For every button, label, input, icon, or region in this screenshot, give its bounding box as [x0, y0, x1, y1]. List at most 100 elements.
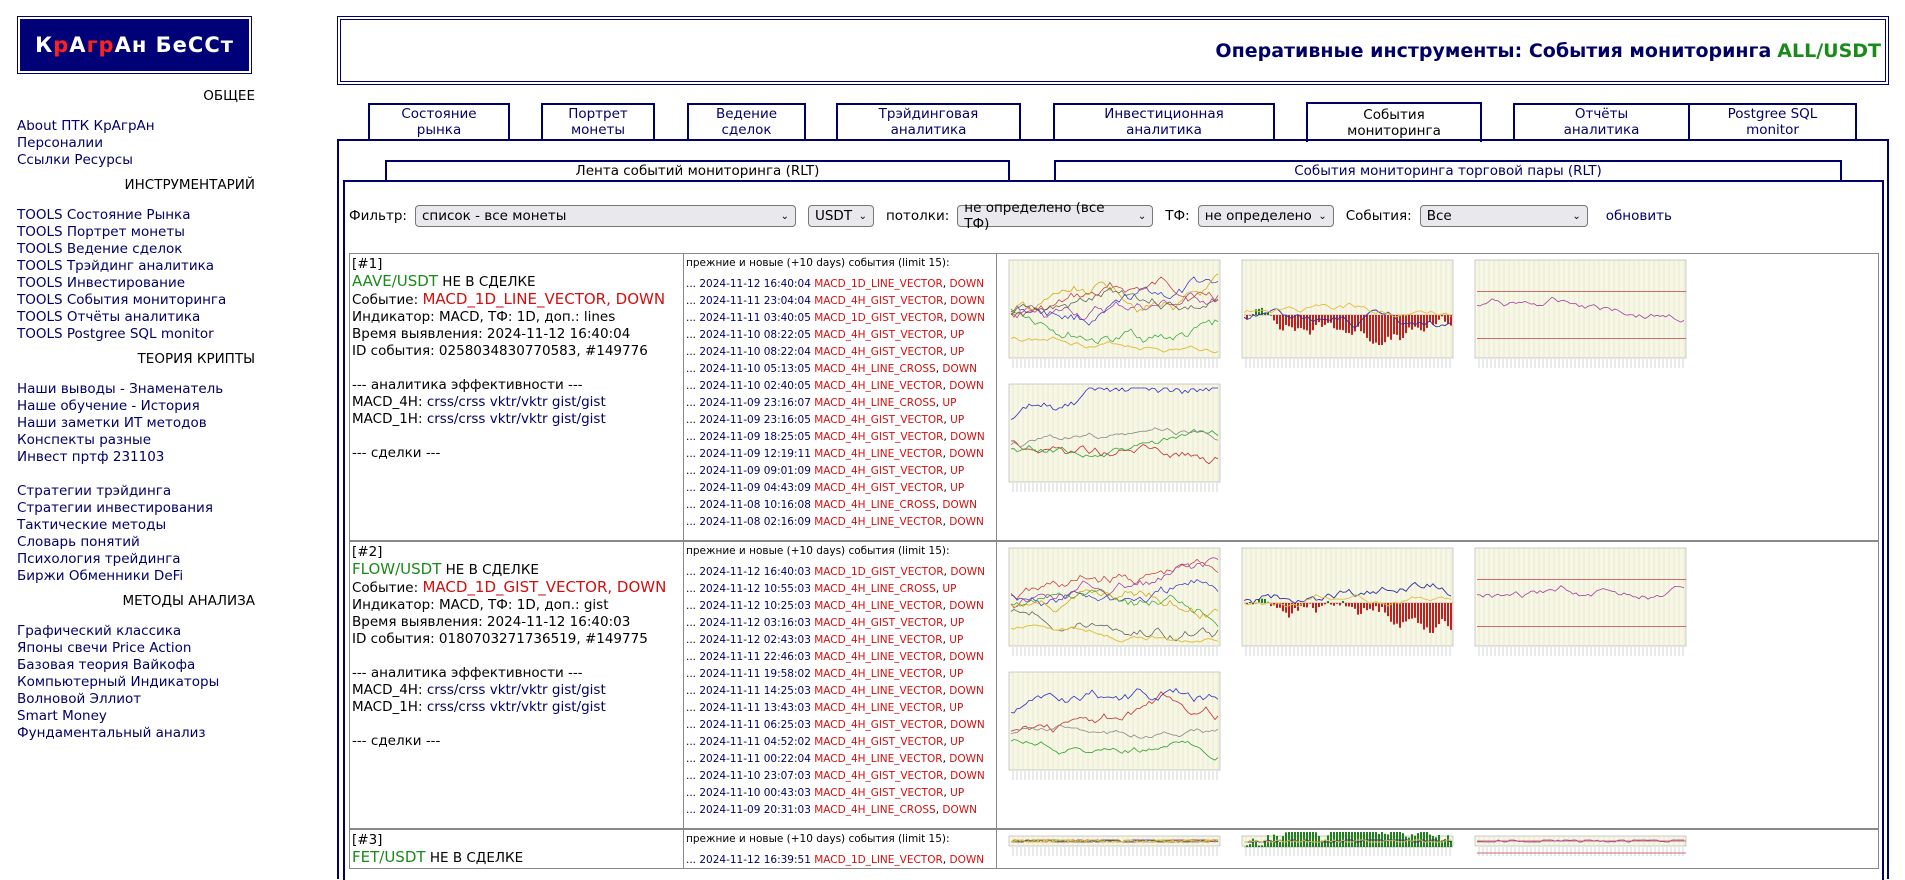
event-list-item[interactable]: ... 2024-11-12 10:55:03 MACD_4H_LINE_CRO… — [686, 583, 957, 595]
event-list-item[interactable]: ... 2024-11-11 06:25:03 MACD_4H_GIST_VEC… — [686, 719, 985, 731]
tab-4[interactable]: Трэйдинговая аналитика — [836, 103, 1021, 139]
sidebar-link[interactable]: About ПТК КрАгрАн — [17, 118, 155, 134]
sidebar-link[interactable]: TOOLS Трэйдинг аналитика — [17, 258, 215, 274]
chart-thumbnail[interactable] — [999, 544, 1224, 666]
sidebar-link[interactable]: TOOLS Отчёты аналитика — [17, 309, 201, 325]
chart-thumbnail[interactable] — [999, 380, 1224, 502]
event-list-item[interactable]: ... 2024-11-10 02:40:05 MACD_4H_LINE_VEC… — [686, 380, 984, 392]
analytics-link[interactable]: crss/crss — [426, 682, 486, 698]
chart-thumbnail[interactable] — [1232, 817, 1457, 866]
sidebar-link[interactable]: Стратегии инвестирования — [17, 500, 213, 516]
sidebar-link[interactable]: TOOLS События мониторинга — [17, 292, 227, 308]
analytics-link[interactable]: vktr/vktr — [489, 699, 548, 715]
analytics-link[interactable]: vktr/vktr — [489, 394, 548, 410]
event-list-item[interactable]: ... 2024-11-11 23:04:04 MACD_4H_GIST_VEC… — [686, 295, 985, 307]
event-list-item[interactable]: ... 2024-11-10 23:07:03 MACD_4H_GIST_VEC… — [686, 770, 985, 782]
sidebar-link[interactable]: Наше обучение - История — [17, 398, 200, 414]
analytics-link[interactable]: gist/gist — [551, 411, 606, 427]
sidebar-link[interactable]: Волновой Эллиот — [17, 691, 142, 707]
tab-pair-events[interactable]: События мониторинга торговой пары (RLT) — [1054, 160, 1842, 182]
tab-rlt-feed[interactable]: Лента событий мониторинга (RLT) — [385, 160, 1010, 182]
sidebar-link[interactable]: TOOLS Инвестирование — [17, 275, 186, 291]
coins-select[interactable]: список - все монеты ⌄ — [414, 205, 796, 227]
event-list-item[interactable]: ... 2024-11-10 08:22:04 MACD_4H_GIST_VEC… — [686, 346, 965, 358]
sidebar-link[interactable]: TOOLS Состояние Рынка — [17, 207, 191, 223]
event-list-item[interactable]: ... 2024-11-11 22:46:03 MACD_4H_LINE_VEC… — [686, 651, 984, 663]
sidebar-link[interactable]: Ссылки Ресурсы — [17, 152, 133, 168]
event-list-item[interactable]: ... 2024-11-12 16:39:51 MACD_1D_LINE_VEC… — [686, 854, 985, 866]
sidebar-link[interactable]: TOOLS Postgree SQL monitor — [17, 326, 214, 342]
analytics-link[interactable]: crss/crss — [426, 394, 486, 410]
analytics-link[interactable]: gist/gist — [551, 699, 606, 715]
sidebar-link[interactable]: Наши заметки ИТ методов — [17, 415, 207, 431]
chart-thumbnail[interactable] — [1232, 256, 1457, 378]
sidebar-link[interactable]: Smart Money — [17, 708, 107, 724]
sidebar-link[interactable]: Биржи Обменники DeFi — [17, 568, 184, 584]
refresh-link[interactable]: обновить — [1605, 208, 1672, 224]
chart-thumbnail[interactable] — [1465, 832, 1690, 866]
sidebar-link[interactable]: Тактические методы — [17, 517, 167, 533]
event-list-item[interactable]: ... 2024-11-09 20:31:03 MACD_4H_LINE_CRO… — [686, 804, 977, 816]
sidebar-link[interactable]: Наши выводы - Знаменатель — [17, 381, 224, 397]
sidebar-link[interactable]: Базовая теория Вайкофа — [17, 657, 196, 673]
event-list-item[interactable]: ... 2024-11-08 10:16:08 MACD_4H_LINE_CRO… — [686, 499, 977, 511]
event-list-item[interactable]: ... 2024-11-11 04:52:02 MACD_4H_GIST_VEC… — [686, 736, 965, 748]
event-list-item[interactable]: ... 2024-11-12 02:43:03 MACD_4H_LINE_VEC… — [686, 634, 964, 646]
analytics-link[interactable]: gist/gist — [551, 394, 606, 410]
sidebar-link[interactable]: Японы свечи Price Action — [17, 640, 192, 656]
tf-select[interactable]: не определено ⌄ — [1197, 205, 1334, 227]
pair-link[interactable]: AAVE/USDT — [352, 272, 438, 290]
analytics-link[interactable]: gist/gist — [551, 682, 606, 698]
event-list-item[interactable]: ... 2024-11-12 10:25:03 MACD_4H_LINE_VEC… — [686, 600, 984, 612]
sidebar-link[interactable]: Компьютерный Индикаторы — [17, 674, 220, 690]
tab-7[interactable]: Отчёты аналитика — [1513, 103, 1690, 139]
event-list-item[interactable]: ... 2024-11-12 03:16:03 MACD_4H_GIST_VEC… — [686, 617, 965, 629]
event-list-item[interactable]: ... 2024-11-11 13:43:03 MACD_4H_LINE_VEC… — [686, 702, 964, 714]
chart-thumbnail[interactable] — [1232, 544, 1457, 666]
ceil-select[interactable]: не определено (все ТФ) ⌄ — [957, 200, 1154, 232]
analytics-link[interactable]: crss/crss — [426, 411, 486, 427]
sidebar-link[interactable]: Словарь понятий — [17, 534, 140, 550]
event-list-item[interactable]: ... 2024-11-11 14:25:03 MACD_4H_LINE_VEC… — [686, 685, 984, 697]
event-list-item[interactable]: ... 2024-11-12 16:40:03 MACD_1D_GIST_VEC… — [686, 566, 985, 578]
event-list-item[interactable]: ... 2024-11-09 23:16:05 MACD_4H_GIST_VEC… — [686, 414, 965, 426]
sidebar-link[interactable]: TOOLS Портрет монеты — [17, 224, 185, 240]
event-list-item[interactable]: ... 2024-11-09 09:01:09 MACD_4H_GIST_VEC… — [686, 465, 965, 477]
chart-thumbnail[interactable] — [999, 256, 1224, 378]
pair-link[interactable]: FLOW/USDT — [352, 560, 442, 578]
sidebar-link[interactable]: Стратегии трэйдинга — [17, 483, 172, 499]
event-list-item[interactable]: ... 2024-11-08 02:16:09 MACD_4H_LINE_VEC… — [686, 516, 984, 528]
pair-link[interactable]: FET/USDT — [352, 848, 426, 866]
event-list-item[interactable]: ... 2024-11-10 00:43:03 MACD_4H_GIST_VEC… — [686, 787, 965, 799]
event-list-item[interactable]: ... 2024-11-09 04:43:09 MACD_4H_GIST_VEC… — [686, 482, 965, 494]
event-list-item[interactable]: ... 2024-11-09 23:16:07 MACD_4H_LINE_CRO… — [686, 397, 957, 409]
sidebar-link[interactable]: TOOLS Ведение сделок — [17, 241, 183, 257]
chart-thumbnail[interactable] — [1465, 544, 1690, 666]
tab-8[interactable]: Postgree SQL monitor — [1688, 103, 1857, 139]
analytics-link[interactable]: crss/crss — [426, 699, 486, 715]
events-select[interactable]: Все ⌄ — [1419, 205, 1588, 227]
tab-2[interactable]: Портрет монеты — [541, 103, 655, 139]
tab-5[interactable]: Инвестиционная аналитика — [1053, 103, 1275, 139]
tab-6[interactable]: События мониторинга — [1306, 102, 1482, 142]
sidebar-link[interactable]: Психология трейдинга — [17, 551, 181, 567]
quote-select[interactable]: USDT ⌄ — [807, 205, 874, 227]
sidebar-link[interactable]: Инвест пртф 231103 — [17, 449, 165, 465]
sidebar-link[interactable]: Графический классика — [17, 623, 182, 639]
chart-thumbnail[interactable] — [999, 668, 1224, 790]
event-list-item[interactable]: ... 2024-11-10 05:13:05 MACD_4H_LINE_CRO… — [686, 363, 977, 375]
chart-thumbnail[interactable] — [999, 832, 1224, 866]
sidebar-link[interactable]: Фундаментальный анализ — [17, 725, 206, 741]
event-list-item[interactable]: ... 2024-11-11 19:58:02 MACD_4H_LINE_VEC… — [686, 668, 964, 680]
event-list-item[interactable]: ... 2024-11-11 00:22:04 MACD_4H_LINE_VEC… — [686, 753, 984, 765]
tab-1[interactable]: Состояние рынка — [368, 103, 510, 139]
chart-thumbnail[interactable] — [1465, 256, 1690, 378]
event-list-item[interactable]: ... 2024-11-09 18:25:05 MACD_4H_GIST_VEC… — [686, 431, 985, 443]
sidebar-link[interactable]: Конспекты разные — [17, 432, 152, 448]
event-list-item[interactable]: ... 2024-11-09 12:19:11 MACD_4H_LINE_VEC… — [686, 448, 984, 460]
event-list-item[interactable]: ... 2024-11-11 03:40:05 MACD_1D_GIST_VEC… — [686, 312, 985, 324]
analytics-link[interactable]: vktr/vktr — [489, 682, 548, 698]
sidebar-link[interactable]: Персоналии — [17, 135, 103, 151]
event-list-item[interactable]: ... 2024-11-12 16:40:04 MACD_1D_LINE_VEC… — [686, 278, 985, 290]
